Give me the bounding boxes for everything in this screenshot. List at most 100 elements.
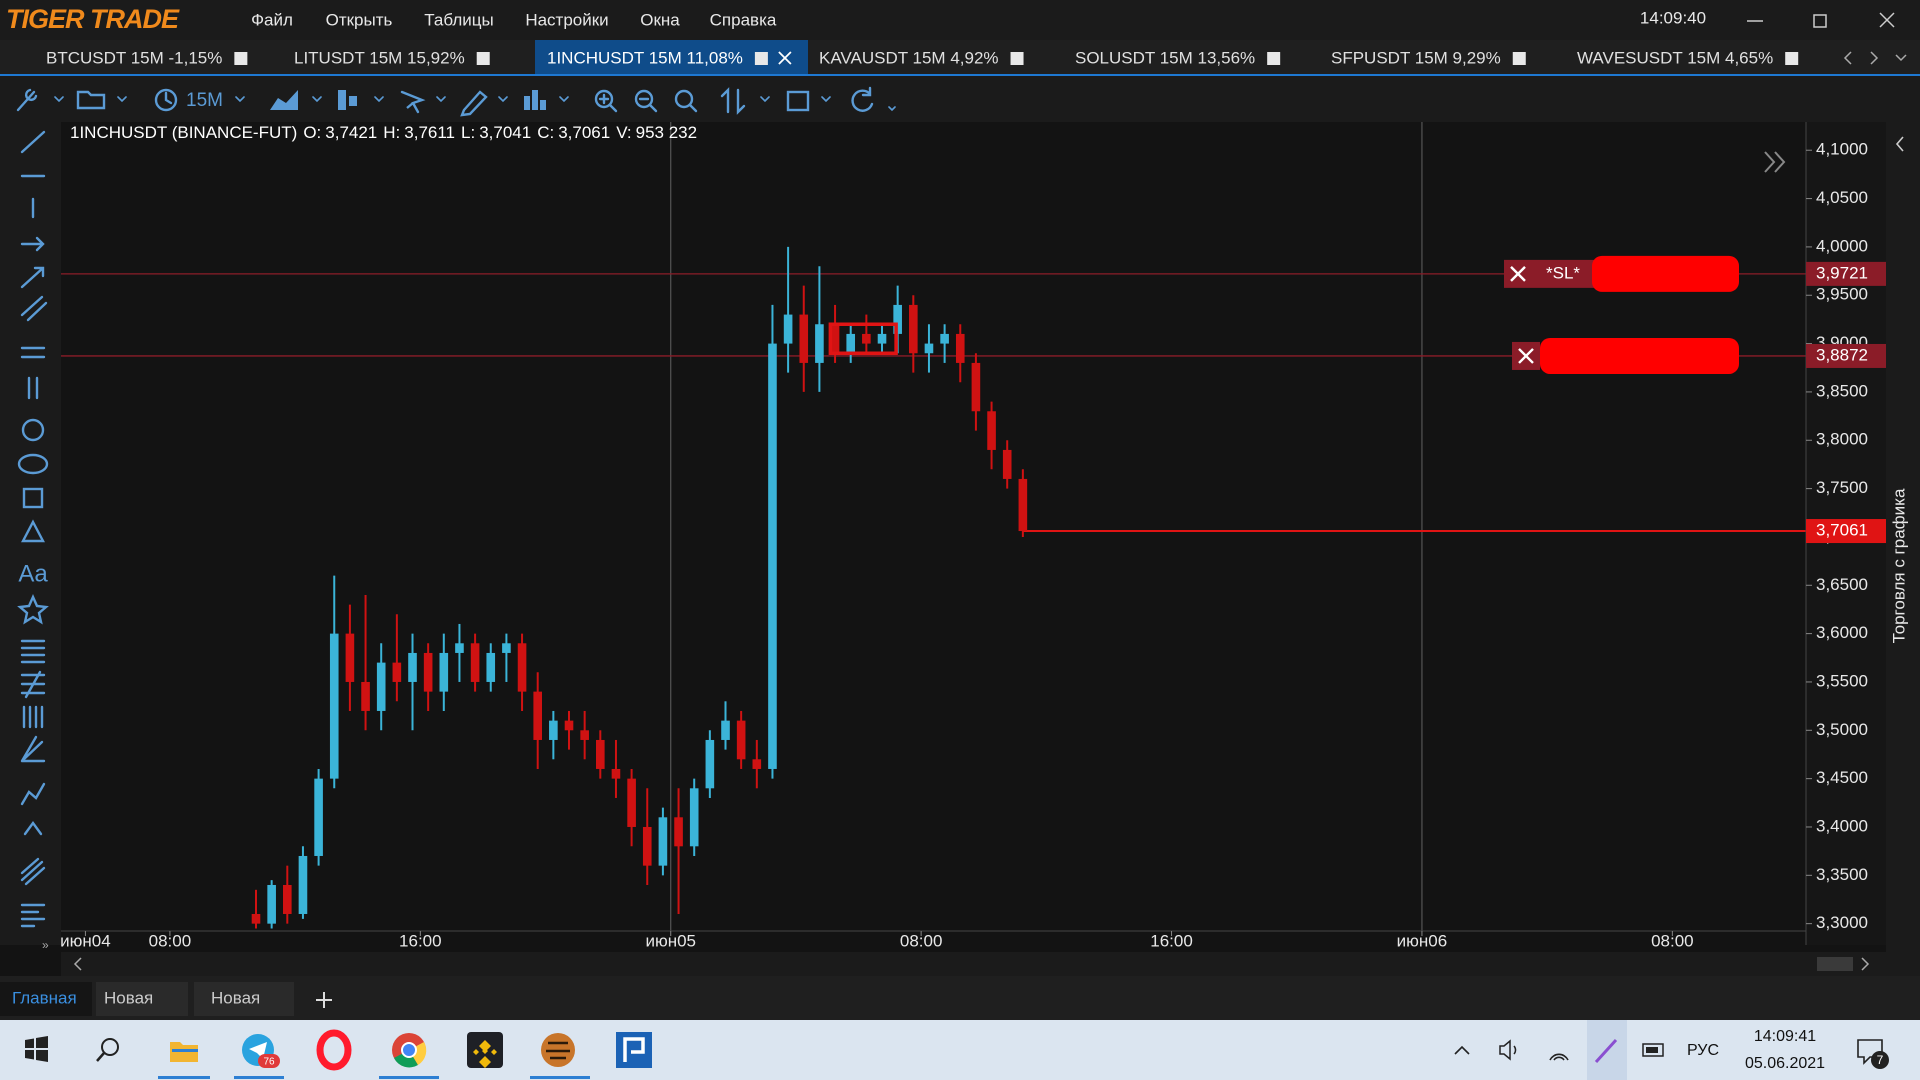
tab-color-icon[interactable] — [1785, 52, 1799, 65]
start-button[interactable] — [25, 1036, 48, 1062]
timeframe[interactable]: 15M — [186, 90, 223, 111]
candle-body — [517, 643, 527, 692]
calendar-icon[interactable] — [786, 90, 810, 112]
candle-body — [940, 333, 949, 344]
info-value: 953 232 — [636, 123, 697, 142]
y-tick-label: 3,5000 — [1816, 720, 1868, 739]
candle-body — [408, 652, 417, 682]
settings-icon[interactable] — [16, 88, 38, 112]
candle-body — [768, 343, 777, 769]
tab-label[interactable]: 1INCHUSDT 15M 11,08% — [547, 48, 743, 67]
tab-label[interactable]: SOLUSDT 15M 13,56% — [1075, 48, 1255, 67]
add-workspace[interactable] — [316, 992, 332, 1008]
y-tick-label: 4,0500 — [1816, 188, 1868, 207]
scroll-arrows[interactable] — [73, 957, 1870, 971]
sort-icon[interactable] — [720, 87, 746, 115]
timeframe-icon[interactable] — [154, 88, 178, 112]
search-button[interactable] — [101, 1038, 119, 1056]
x-tick-label: июн05 — [645, 931, 696, 950]
network-tray[interactable] — [1549, 1053, 1569, 1061]
info-name: H: — [383, 123, 400, 142]
menu-item[interactable]: Настройки — [525, 10, 608, 29]
refresh-icon[interactable] — [851, 86, 874, 112]
tab-label[interactable]: SFPUSDT 15M 9,29% — [1331, 48, 1501, 67]
menu-item[interactable]: Открыть — [326, 10, 393, 29]
tab-color-icon[interactable] — [1010, 52, 1024, 65]
zoom-in[interactable] — [594, 89, 614, 109]
side-panel-toggle[interactable] — [1895, 136, 1904, 152]
volume-icon[interactable] — [524, 90, 546, 110]
cursor-icon[interactable] — [400, 90, 426, 114]
x-tick-label: июн06 — [1397, 931, 1448, 950]
candle-body — [877, 333, 887, 344]
tab-label[interactable]: BTCUSDT 15M -1,15% — [46, 48, 222, 67]
candle-body — [329, 633, 339, 779]
candle-body — [752, 759, 762, 769]
restore-button[interactable] — [1813, 14, 1827, 28]
info-value: 3,7041 — [479, 123, 531, 142]
tray-date: 05.06.2021 — [1745, 1055, 1825, 1072]
axis-corner: » — [42, 938, 49, 952]
price-level-label: 3,7061 — [1816, 521, 1868, 540]
x-tick-label: 08:00 — [149, 931, 192, 950]
language[interactable]: РУС — [1687, 1042, 1719, 1059]
tab-color-icon[interactable] — [1512, 52, 1526, 65]
price-level-label: 3,9721 — [1816, 263, 1868, 282]
candle-body — [689, 788, 699, 847]
pen-tray[interactable] — [1594, 1038, 1618, 1064]
open-icon[interactable] — [76, 90, 106, 110]
tray-time: 14:09:41 — [1754, 1028, 1816, 1045]
side-panel-title[interactable]: Торговля с графика — [1889, 488, 1908, 643]
tab-color-icon[interactable] — [754, 52, 768, 65]
menu-item[interactable]: Окна — [640, 10, 680, 29]
tab-color-icon[interactable] — [1267, 52, 1281, 65]
menu-item[interactable]: Справка — [710, 10, 777, 29]
tab-label[interactable]: KAVAUSDT 15M 4,92% — [819, 48, 999, 67]
y-tick-label: 3,5500 — [1816, 671, 1868, 690]
workspace-tab-label[interactable]: Главная — [12, 988, 77, 1007]
order-tag: *SL* — [1546, 263, 1580, 282]
zoom[interactable] — [674, 89, 694, 109]
tab-label[interactable]: WAVESUSDT 15M 4,65% — [1577, 48, 1773, 67]
notifications[interactable] — [1857, 1039, 1883, 1065]
indicator-icon[interactable] — [338, 90, 357, 110]
order-redacted — [1540, 337, 1739, 374]
opera-icon[interactable] — [316, 1029, 352, 1071]
workspace-tab — [194, 982, 294, 1016]
tab-color-icon[interactable] — [234, 52, 248, 65]
zoom-out[interactable] — [634, 89, 654, 109]
draw-icon[interactable] — [460, 90, 488, 117]
info-value: 3,7421 — [325, 123, 377, 142]
y-tick-label: 3,7500 — [1816, 478, 1868, 497]
y-tick-label: 3,6500 — [1816, 575, 1868, 594]
workspace-tab-label[interactable]: Новая — [104, 988, 153, 1007]
candle-body — [862, 333, 871, 344]
menu-item[interactable]: Файл — [251, 10, 293, 29]
candle-body — [893, 304, 902, 334]
candle-body — [298, 855, 308, 914]
workspace-tab-label[interactable]: Новая — [211, 988, 260, 1007]
expand-panel[interactable] — [1764, 151, 1786, 173]
tab-color-icon[interactable] — [476, 52, 490, 65]
scrollbar — [61, 952, 1886, 976]
y-tick-label: 3,4000 — [1816, 816, 1868, 835]
workspace-tab — [96, 982, 188, 1016]
order-cancel-x — [1518, 348, 1534, 364]
candle-body — [470, 643, 480, 682]
menu-item[interactable]: Таблицы — [424, 10, 493, 29]
chart-type-icon[interactable] — [270, 90, 298, 110]
tray-expand[interactable] — [1454, 1045, 1470, 1055]
tab-scroll[interactable] — [1843, 51, 1907, 65]
candle-body — [439, 652, 449, 692]
candle-body — [564, 720, 574, 731]
tab-label[interactable]: LITUSDT 15M 15,92% — [294, 48, 465, 67]
candle-body — [642, 826, 652, 866]
close-button[interactable] — [1879, 12, 1895, 28]
tab-close[interactable] — [778, 51, 792, 65]
candle-body — [376, 662, 386, 711]
toolbar-icons: 15M — [16, 86, 896, 117]
candle-body — [267, 884, 276, 924]
candle-body — [1002, 449, 1012, 479]
scroll-thumb[interactable] — [1817, 957, 1853, 971]
volume-tray[interactable] — [1499, 1039, 1517, 1061]
